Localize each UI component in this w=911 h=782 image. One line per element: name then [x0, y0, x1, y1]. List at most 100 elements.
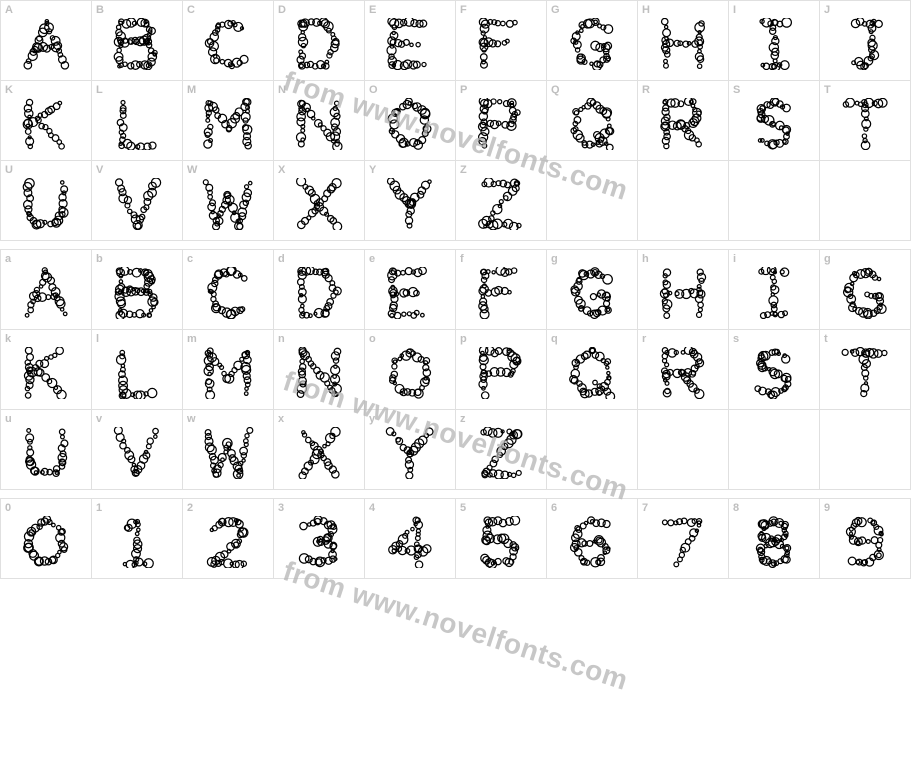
- charmap-cell: O: [365, 81, 456, 161]
- glyph-F: [471, 267, 531, 319]
- charmap-cell: 1: [92, 499, 183, 579]
- charmap-cell: 4: [365, 499, 456, 579]
- charmap-cell: 7: [638, 499, 729, 579]
- cell-label: 1: [96, 502, 102, 514]
- charmap-cell: J: [820, 1, 911, 81]
- cell-label: F: [460, 4, 467, 16]
- charmap-cell: y: [365, 410, 456, 490]
- cell-label: g: [551, 253, 558, 265]
- charmap-cell: d: [274, 250, 365, 330]
- glyph-V: [107, 178, 167, 230]
- glyph-Y: [380, 178, 440, 230]
- charmap-cell: f: [456, 250, 547, 330]
- charmap-cell: U: [1, 161, 92, 241]
- glyph-P: [471, 347, 531, 399]
- cell-label: v: [96, 413, 102, 425]
- charmap-cell: V: [92, 161, 183, 241]
- cell-label: e: [369, 253, 375, 265]
- cell-label: R: [642, 84, 650, 96]
- cell-label: X: [278, 164, 285, 176]
- glyph-B: [107, 18, 167, 70]
- cell-label: U: [5, 164, 13, 176]
- glyph-I: [744, 267, 804, 319]
- glyph-Q: [562, 347, 622, 399]
- glyph-Y: [380, 427, 440, 479]
- cell-label: H: [642, 4, 650, 16]
- charmap-cell: [638, 161, 729, 241]
- glyph-C: [198, 18, 258, 70]
- glyph-W: [198, 427, 258, 479]
- glyph-G: [835, 267, 895, 319]
- cell-label: 5: [460, 502, 466, 514]
- charmap-cell: Z: [456, 161, 547, 241]
- charmap-cell: 2: [183, 499, 274, 579]
- charmap-cell: x: [274, 410, 365, 490]
- charmap-cell: z: [456, 410, 547, 490]
- cell-label: K: [5, 84, 13, 96]
- cell-label: y: [369, 413, 375, 425]
- cell-label: n: [278, 333, 285, 345]
- charmap-cell: v: [92, 410, 183, 490]
- glyph-G: [562, 18, 622, 70]
- glyph-2: [198, 516, 258, 568]
- cell-label: i: [733, 253, 736, 265]
- charmap-cell: A: [1, 1, 92, 81]
- charmap-cell: I: [729, 1, 820, 81]
- cell-label: L: [96, 84, 103, 96]
- charmap-cell: n: [274, 330, 365, 410]
- glyph-S: [744, 98, 804, 150]
- charmap-cell: G: [547, 1, 638, 81]
- glyph-8: [744, 516, 804, 568]
- glyph-K: [16, 347, 76, 399]
- charmap-cell: w: [183, 410, 274, 490]
- glyph-U: [16, 178, 76, 230]
- glyph-L: [107, 347, 167, 399]
- cell-label: t: [824, 333, 828, 345]
- cell-label: b: [96, 253, 103, 265]
- glyph-R: [653, 98, 713, 150]
- charmap-cell: P: [456, 81, 547, 161]
- glyph-H: [653, 18, 713, 70]
- glyph-3: [289, 516, 349, 568]
- glyph-O: [380, 98, 440, 150]
- charmap-cell: r: [638, 330, 729, 410]
- charmap-cell: C: [183, 1, 274, 81]
- glyph-L: [107, 98, 167, 150]
- cell-label: l: [96, 333, 99, 345]
- charmap-cell: b: [92, 250, 183, 330]
- glyph-6: [562, 516, 622, 568]
- charmap-cell: g: [547, 250, 638, 330]
- cell-label: r: [642, 333, 646, 345]
- cell-label: C: [187, 4, 195, 16]
- charmap-cell: F: [456, 1, 547, 81]
- cell-label: Y: [369, 164, 376, 176]
- cell-label: I: [733, 4, 736, 16]
- glyph-Z: [471, 178, 531, 230]
- charmap-cell: 0: [1, 499, 92, 579]
- cell-label: 8: [733, 502, 739, 514]
- charmap-cell: m: [183, 330, 274, 410]
- glyph-M: [198, 347, 258, 399]
- glyph-J: [835, 18, 895, 70]
- glyph-A: [16, 18, 76, 70]
- charmap-cell: M: [183, 81, 274, 161]
- glyph-S: [744, 347, 804, 399]
- font-charmap: ABCDEFGHIJKLMNOPQRSTUVWXYZabcdefghigklmn…: [0, 0, 911, 579]
- cell-label: h: [642, 253, 649, 265]
- charmap-cell: g: [820, 250, 911, 330]
- cell-label: w: [187, 413, 196, 425]
- charmap-cell: a: [1, 250, 92, 330]
- charmap-cell: L: [92, 81, 183, 161]
- charmap-cell: t: [820, 330, 911, 410]
- cell-label: a: [5, 253, 11, 265]
- glyph-K: [16, 98, 76, 150]
- glyph-F: [471, 18, 531, 70]
- grid-uppercase: ABCDEFGHIJKLMNOPQRSTUVWXYZ: [0, 0, 911, 241]
- cell-label: O: [369, 84, 378, 96]
- charmap-cell: 6: [547, 499, 638, 579]
- glyph-W: [198, 178, 258, 230]
- glyph-N: [289, 98, 349, 150]
- cell-label: Z: [460, 164, 467, 176]
- charmap-cell: K: [1, 81, 92, 161]
- cell-label: m: [187, 333, 197, 345]
